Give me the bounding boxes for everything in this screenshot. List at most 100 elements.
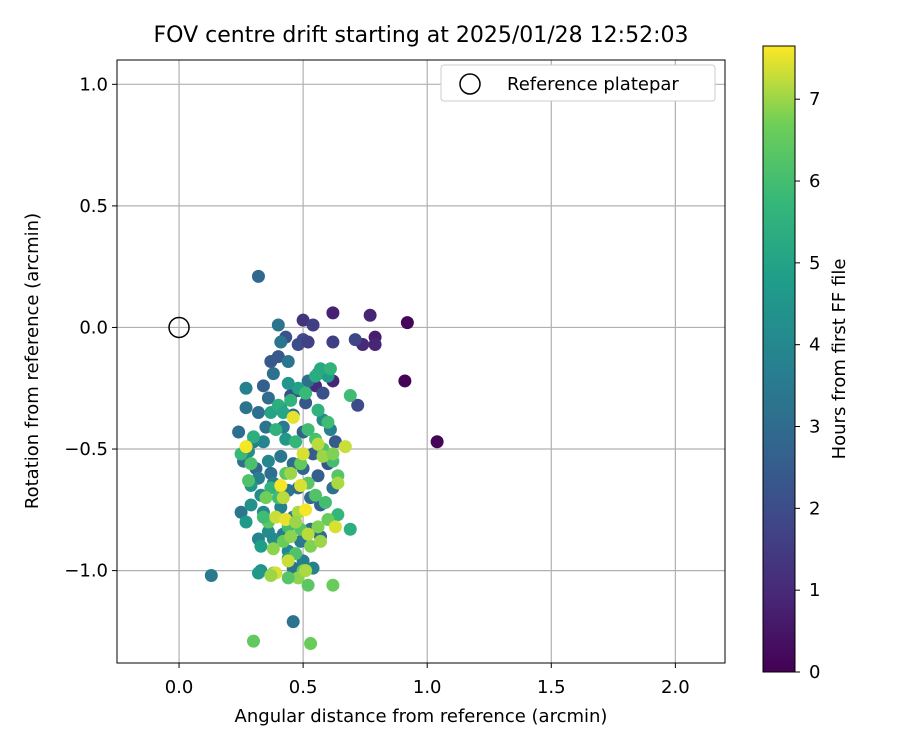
y-axis-label: Rotation from reference (arcmin) bbox=[22, 213, 43, 509]
scatter-point bbox=[326, 578, 340, 592]
scatter-point bbox=[289, 435, 303, 449]
scatter-point bbox=[296, 447, 310, 461]
scatter-point bbox=[301, 423, 315, 437]
y-tick-label: 1.0 bbox=[79, 74, 108, 95]
scatter-point bbox=[326, 447, 340, 461]
colorbar-tick-label: 0 bbox=[809, 662, 820, 683]
scatter-point bbox=[256, 379, 270, 393]
colorbar-tick-label: 2 bbox=[809, 498, 820, 519]
scatter-point bbox=[274, 335, 288, 349]
legend: Reference platepar bbox=[440, 64, 716, 102]
colorbar: 0 1 2 3 4 5 6 7 Hours from first FF file bbox=[762, 45, 850, 683]
scatter-point bbox=[311, 403, 325, 417]
scatter-point bbox=[264, 568, 278, 582]
scatter-point bbox=[306, 447, 320, 461]
scatter-point bbox=[311, 469, 325, 483]
scatter-point bbox=[274, 479, 288, 493]
scatter-point bbox=[266, 542, 280, 556]
legend-marker-circle-icon bbox=[459, 73, 481, 95]
scatter-point bbox=[289, 515, 303, 529]
colorbar-tick-label: 1 bbox=[809, 580, 820, 601]
scatter-point bbox=[326, 306, 340, 320]
reference-platepar-marker bbox=[168, 316, 190, 339]
scatter-point bbox=[242, 474, 256, 488]
y-axis-ticks: 1.0 0.5 0.0 −0.5 −1.0 bbox=[64, 74, 117, 582]
scatter-point bbox=[281, 355, 295, 368]
scatter-point bbox=[261, 391, 275, 405]
scatter-point bbox=[239, 401, 253, 415]
plot-frame bbox=[116, 59, 726, 664]
scatter-point bbox=[323, 362, 337, 376]
scatter-point bbox=[301, 578, 315, 592]
scatter-point bbox=[269, 510, 283, 524]
colorbar-tick-label: 6 bbox=[809, 171, 820, 192]
scatter-point bbox=[299, 564, 313, 578]
x-axis-ticks: 0.0 0.5 1.0 1.5 2.0 bbox=[165, 663, 690, 698]
scatter-point bbox=[291, 337, 305, 351]
colorbar-tick-label: 7 bbox=[809, 89, 820, 110]
scatter-point bbox=[261, 454, 275, 468]
scatter-point bbox=[276, 406, 290, 420]
scatter-point bbox=[326, 335, 340, 349]
scatter-point bbox=[244, 457, 258, 471]
scatter-point bbox=[351, 398, 365, 412]
scatter-point bbox=[284, 466, 298, 480]
scatter-point bbox=[343, 522, 357, 536]
y-tick-label: −1.0 bbox=[64, 561, 108, 582]
scatter-point bbox=[281, 571, 295, 585]
scatter-point bbox=[363, 308, 377, 322]
scatter-point bbox=[279, 432, 293, 446]
scatter-point bbox=[316, 386, 330, 400]
scatter-point bbox=[304, 637, 318, 651]
scatter-point bbox=[338, 440, 352, 454]
scatter-point bbox=[281, 376, 295, 390]
scatter-point bbox=[259, 420, 273, 434]
legend-label: Reference platepar bbox=[507, 74, 679, 95]
scatter-points bbox=[168, 269, 444, 651]
colorbar-tick-label: 3 bbox=[809, 417, 820, 438]
scatter-point bbox=[304, 539, 318, 553]
colorbar-gradient bbox=[762, 45, 796, 673]
scatter-point bbox=[343, 389, 357, 403]
scatter-point bbox=[296, 313, 310, 327]
scatter-point bbox=[269, 423, 283, 437]
scatter-point bbox=[251, 406, 265, 420]
scatter-point bbox=[266, 367, 280, 381]
colorbar-tick-label: 5 bbox=[809, 253, 820, 274]
scatter-point bbox=[318, 496, 332, 510]
scatter-point bbox=[331, 508, 345, 522]
legend-box bbox=[440, 64, 716, 102]
y-tick-label: 0.5 bbox=[79, 196, 108, 217]
scatter-point bbox=[299, 396, 313, 410]
scatter-point bbox=[294, 479, 308, 493]
scatter-point bbox=[368, 337, 382, 351]
x-tick-label: 0.0 bbox=[165, 677, 194, 698]
scatter-point bbox=[254, 539, 268, 553]
scatter-point bbox=[299, 503, 313, 517]
scatter-point bbox=[274, 449, 288, 463]
scatter-point bbox=[239, 381, 253, 395]
scatter-point bbox=[279, 513, 293, 527]
scatter-point bbox=[204, 568, 218, 582]
scatter-point bbox=[328, 520, 342, 534]
scatter-point bbox=[309, 369, 323, 383]
scatter-point bbox=[331, 476, 345, 490]
grid-lines bbox=[117, 60, 725, 663]
x-tick-label: 1.5 bbox=[537, 677, 566, 698]
scatter-point bbox=[313, 534, 327, 548]
colorbar-ticks: 0 1 2 3 4 5 6 7 bbox=[795, 89, 820, 683]
scatter-point bbox=[264, 481, 278, 495]
scatter-point bbox=[232, 425, 246, 439]
scatter-point bbox=[398, 374, 412, 388]
scatter-point bbox=[311, 520, 325, 534]
scatter-point bbox=[276, 491, 290, 505]
scatter-point bbox=[256, 435, 270, 449]
scatter-point bbox=[251, 566, 265, 580]
y-tick-label: −0.5 bbox=[64, 439, 108, 460]
scatter-point bbox=[286, 615, 300, 629]
scatter-point bbox=[244, 498, 258, 512]
scatter-point bbox=[309, 488, 323, 502]
scatter-point bbox=[306, 318, 320, 332]
scatter-point bbox=[264, 355, 278, 368]
